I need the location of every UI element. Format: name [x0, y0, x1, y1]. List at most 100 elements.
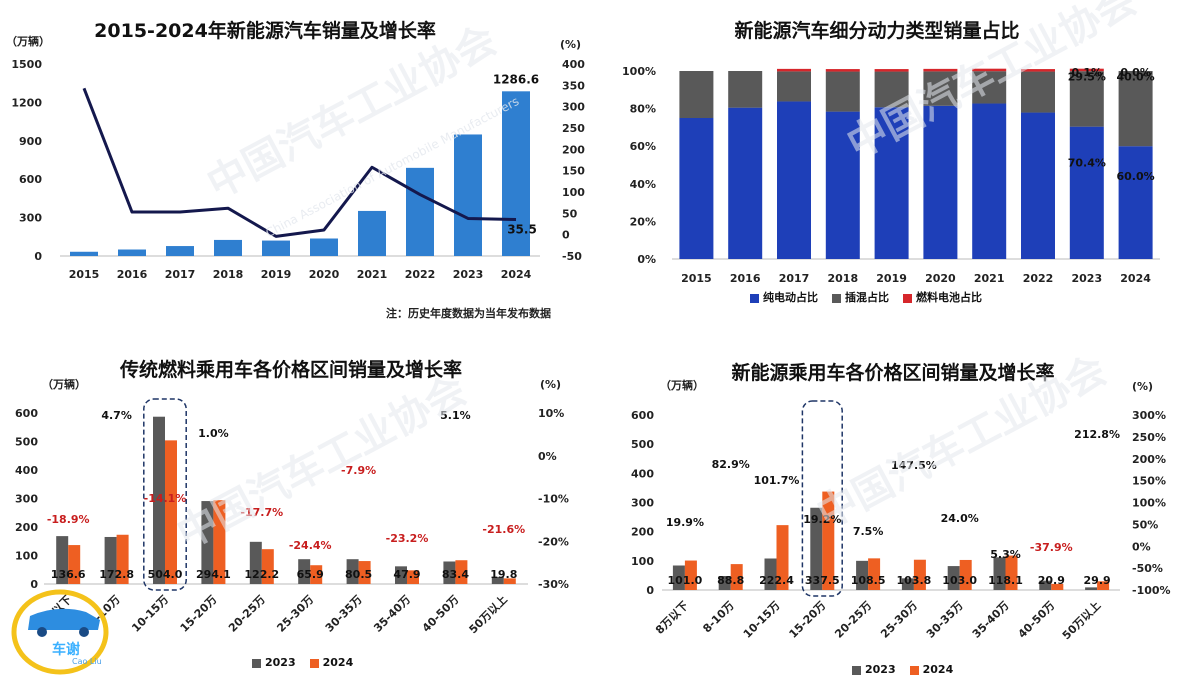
- p4-bar-2023-50万以上: [1085, 587, 1098, 590]
- p4-yright-tick-3: 50%: [1132, 518, 1158, 531]
- p2-seg-2020-0: [923, 105, 958, 259]
- p1-yleft-tick-1: 300: [19, 212, 42, 225]
- p4-bar-2024-25-30万: [913, 559, 926, 590]
- p3-growth-25-30万: -24.4%: [289, 539, 332, 552]
- p4-value-8-10万: 88.8: [717, 574, 744, 587]
- p1-bar-2018: [214, 239, 242, 256]
- p3-bar-2023-35-40万: [395, 566, 407, 584]
- p4-growth-15-20万: 19.2%: [803, 513, 841, 526]
- p4-value-8万以下: 101.0: [668, 574, 703, 587]
- p4-bar-2023-35-40万: [993, 557, 1006, 590]
- p4-yright-tick-7: 250%: [1132, 431, 1166, 444]
- p2-seg-2022-0: [1021, 112, 1055, 259]
- panel3-chart: 0 100 200 300 400 500 600 -30% -20% -10% 0% 10% 136.…: [15, 398, 569, 636]
- p2-seg-2016-1: [728, 71, 763, 108]
- p1-bar-2019: [262, 240, 290, 256]
- p4-bar-2023-30-35万: [947, 566, 960, 590]
- p3-growth-15-20万: 1.0%: [198, 427, 229, 440]
- p2-seg-2023-1: [1069, 71, 1104, 127]
- p4-xtick-25-30万: 25-30万: [878, 599, 920, 641]
- p2-seg-2021-1: [972, 71, 1007, 104]
- p4-yright-tick-5: 150%: [1132, 475, 1166, 488]
- p4-bar-2024-40-50万: [1051, 583, 1064, 590]
- panel1-left-unit: （万辆）: [6, 35, 50, 48]
- p1-xtick-2017: 2017: [165, 268, 196, 281]
- p2-xtick-2021: 2021: [974, 272, 1005, 285]
- p3-growth-35-40万: -23.2%: [386, 532, 429, 545]
- car-logo-icon: 车谢 Cao Liu: [11, 589, 109, 675]
- p2-seg-2020-1: [923, 71, 958, 106]
- p1-yleft-tick-3: 900: [19, 135, 42, 148]
- p2-ytick-3: 60%: [630, 140, 656, 153]
- p4-growth-8万以下: 19.9%: [666, 516, 704, 529]
- p4-growth-25-30万: 147.5%: [891, 459, 937, 472]
- p4-yleft-tick-0: 0: [646, 584, 654, 597]
- p2-xtick-2023: 2023: [1071, 272, 1102, 285]
- p3-highlight-box: [143, 398, 187, 591]
- p3-bar-2024-8-10万: [116, 534, 129, 584]
- p3-bar-2023-25-30万: [298, 559, 311, 584]
- p2-seg-2016-0: [728, 107, 763, 259]
- p1-bar-2017: [166, 246, 194, 256]
- panel4-chart: 0 100 200 300 400 500 600 -100% -50% 0% 50% 100% 150…: [631, 400, 1171, 642]
- legend-2023-label: 2023: [265, 656, 296, 669]
- p2-xtick-2018: 2018: [827, 272, 858, 285]
- p1-bar-2016: [118, 249, 146, 256]
- p3-xtick-10-15万: 10-15万: [129, 593, 171, 635]
- p2-ytick-4: 80%: [630, 103, 656, 116]
- legend-bev: 纯电动占比: [750, 289, 818, 305]
- p3-yright-tick-3: 0%: [538, 450, 557, 463]
- p4-yleft-tick-6: 600: [631, 409, 654, 422]
- p1-yleft-tick-2: 600: [19, 173, 42, 186]
- p4-xtick-8万以下: 8万以下: [653, 599, 691, 637]
- p2-seg-2019-1: [874, 71, 909, 108]
- p1-yleft-tick-5: 1500: [11, 58, 42, 71]
- p3-bar-2024-35-40万: [407, 570, 419, 584]
- p4-value-15-20万: 337.5: [805, 574, 840, 587]
- p1-bar-2024: [502, 91, 530, 256]
- p4-yright-tick-1: -50%: [1132, 562, 1163, 575]
- p3-value-15-20万: 294.1: [196, 568, 231, 581]
- p2-label-fcev-2023: 0.1%: [1072, 66, 1103, 79]
- panel3-left-unit: （万辆）: [42, 378, 86, 391]
- p3-bar-2023-30-35万: [346, 559, 359, 584]
- p3-value-10-15万: 504.0: [148, 568, 183, 581]
- p1-xtick-2024: 2024: [501, 268, 532, 281]
- panel1-chart: 0 300 600 900 1200 1500 -50 0 50 100 150 200 250 300 3…: [11, 58, 585, 281]
- p2-seg-2018-2: [825, 69, 860, 72]
- p2-seg-2022-2: [1021, 69, 1055, 72]
- p3-yright-tick-0: -30%: [538, 578, 569, 591]
- p4-bar-2023-15-20万: [810, 507, 823, 590]
- p4-growth-20-25万: 7.5%: [853, 525, 884, 538]
- legend-2024-nev: 2024: [909, 663, 953, 676]
- p3-yright-tick-4: 10%: [538, 407, 564, 420]
- p2-seg-2021-2: [972, 68, 1007, 72]
- p2-seg-2015-1: [679, 71, 714, 118]
- p4-yright-tick-8: 300%: [1132, 409, 1166, 422]
- p4-value-35-40万: 118.1: [988, 574, 1023, 587]
- p4-bar-2023-10-15万: [764, 558, 777, 590]
- p3-value-25-30万: 65.9: [297, 568, 324, 581]
- p4-bar-2024-8万以下: [684, 560, 697, 590]
- p2-seg-2022-1: [1021, 71, 1055, 113]
- p2-xtick-2015: 2015: [681, 272, 712, 285]
- p3-yleft-tick-1: 100: [15, 550, 38, 563]
- panel4-title: 新能源乘用车各价格区间销量及增长率: [731, 362, 1055, 384]
- p2-label-bev-2023: 70.4%: [1068, 156, 1106, 169]
- legend-fcev-label: 燃料电池占比: [916, 291, 982, 304]
- p3-bar-2023-8-10万: [104, 536, 117, 584]
- p3-bar-2024-8万以下: [68, 545, 81, 584]
- p2-label-fcev-2024: 0.0%: [1120, 66, 1151, 79]
- panel2-title: 新能源汽车细分动力类型销量占比: [734, 20, 1020, 42]
- p4-value-30-35万: 103.0: [942, 574, 977, 587]
- p4-value-20-25万: 108.5: [851, 574, 886, 587]
- p4-highlight-box: [801, 400, 843, 597]
- p1-xtick-2023: 2023: [453, 268, 484, 281]
- panel1-title: 2015-2024年新能源汽车销量及增长率: [94, 20, 436, 42]
- p3-xtick-25-30万: 25-30万: [274, 593, 316, 635]
- p3-growth-30-35万: -7.9%: [341, 464, 376, 477]
- p2-seg-2019-0: [874, 107, 909, 259]
- p3-value-8万以下: 136.6: [51, 568, 86, 581]
- p3-value-20-25万: 122.2: [244, 568, 279, 581]
- p2-label-phev-2023: 29.5%: [1068, 70, 1106, 83]
